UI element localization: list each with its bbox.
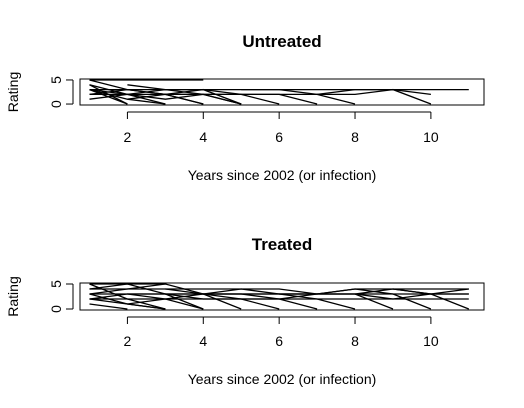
series-line-19 [393,289,469,294]
x-tick-label: 10 [423,129,439,145]
x-tick-label: 8 [351,333,359,349]
x-tick-label: 10 [423,333,439,349]
x-tick-label: 8 [351,129,359,145]
y-tick-label: 5 [48,76,64,84]
x-axis-label: Years since 2002 (or infection) [188,167,377,183]
x-tick-label: 6 [275,129,283,145]
y-tick-label: 0 [48,100,64,108]
series-line-14 [90,304,128,309]
x-tick-label: 2 [124,333,132,349]
series-line-9 [127,294,355,309]
x-tick-label: 2 [124,129,132,145]
x-tick-label: 4 [199,333,207,349]
y-axis-label: Rating [5,72,21,112]
y-axis-label: Rating [5,276,21,316]
chart-title: Untreated [242,32,321,51]
x-axis-label: Years since 2002 (or infection) [188,371,377,387]
y-tick-label: 5 [48,280,64,288]
series-line-8 [90,294,318,309]
series-line-5 [90,90,166,104]
x-tick-label: 6 [275,333,283,349]
chart-title: Treated [252,235,312,254]
x-tick-label: 4 [199,129,207,145]
y-tick-label: 0 [48,305,64,313]
series-line-16 [127,304,165,309]
